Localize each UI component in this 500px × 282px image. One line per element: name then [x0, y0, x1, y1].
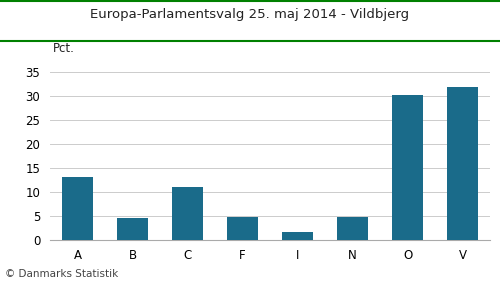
Bar	[62, 177, 92, 240]
Bar	[448, 87, 478, 240]
Text: © Danmarks Statistik: © Danmarks Statistik	[5, 269, 118, 279]
Bar	[392, 95, 422, 240]
Bar	[172, 187, 203, 240]
Bar	[338, 217, 368, 240]
Bar	[228, 217, 258, 240]
Text: Pct.: Pct.	[53, 42, 74, 55]
Bar	[282, 232, 312, 240]
Bar	[118, 218, 148, 240]
Text: Europa-Parlamentsvalg 25. maj 2014 - Vildbjerg: Europa-Parlamentsvalg 25. maj 2014 - Vil…	[90, 8, 409, 21]
